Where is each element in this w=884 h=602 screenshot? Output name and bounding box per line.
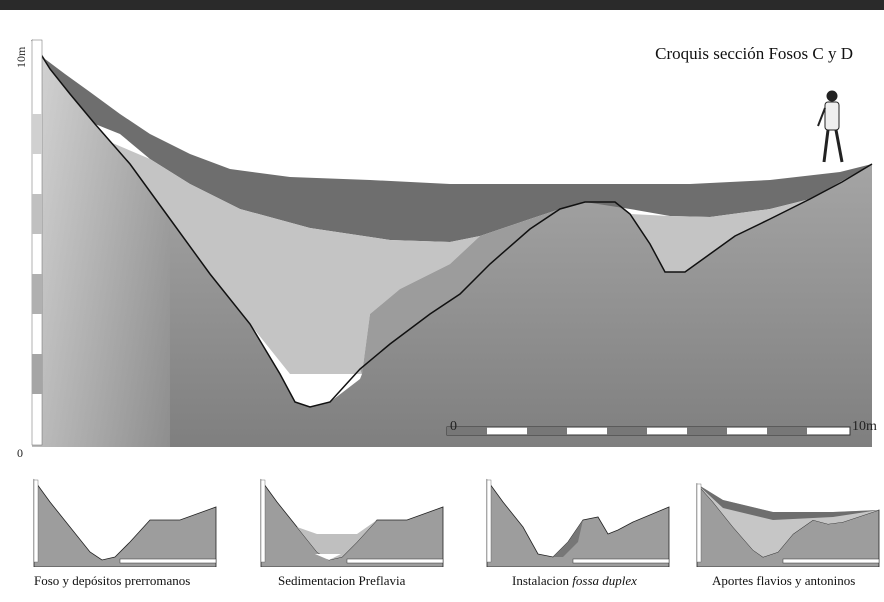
ditch-c-light-fill	[110, 142, 480, 374]
ditch-d-fill	[630, 199, 810, 272]
upper-deposit-layer	[32, 40, 872, 242]
left-slope-highlight	[32, 40, 170, 447]
thumbnail-4-caption: Aportes flavios y antoninos	[712, 573, 855, 589]
vertical-scale-bar	[31, 39, 43, 446]
caption-text: Sedimentacion Preflavia	[278, 573, 406, 588]
thumbnail-1-caption: Foso y depósitos prerromanos	[34, 573, 190, 589]
thumbnail-3	[486, 478, 670, 567]
horizontal-scale-start-label: 0	[450, 419, 457, 434]
thumbnail-1	[33, 478, 217, 567]
vertical-scale-top-label: 10m	[14, 46, 28, 68]
top-strip	[0, 0, 884, 10]
caption-text: Foso y depósitos prerromanos	[34, 573, 191, 588]
ditch-c-basal-white	[280, 374, 362, 407]
thumbnail-2	[260, 478, 444, 567]
ditch-c-mid-fill	[360, 209, 560, 374]
horizontal-scale-bar	[446, 426, 851, 436]
human-figure	[817, 90, 844, 163]
vertical-scale-bottom-label: 0	[17, 446, 23, 460]
ground-body	[32, 40, 872, 447]
section-drawing	[31, 39, 873, 447]
thumbnail-4	[696, 482, 880, 567]
thumbnail-3-caption: Instalacion fossa duplex	[512, 573, 637, 589]
caption-text: Aportes flavios y antoninos	[712, 573, 856, 588]
caption-italic-text: fossa duplex	[572, 573, 637, 588]
figure-title: Croquis sección Fosos C y D	[655, 44, 853, 63]
ground-outline	[31, 39, 873, 408]
main-section-panel: Croquis sección Fosos C y D 10m 0 0 10m	[10, 14, 877, 460]
caption-text: Instalacion	[512, 573, 573, 588]
thumbnail-2-caption: Sedimentacion Preflavia	[278, 573, 405, 589]
horizontal-scale-end-label: 10m	[852, 419, 877, 434]
